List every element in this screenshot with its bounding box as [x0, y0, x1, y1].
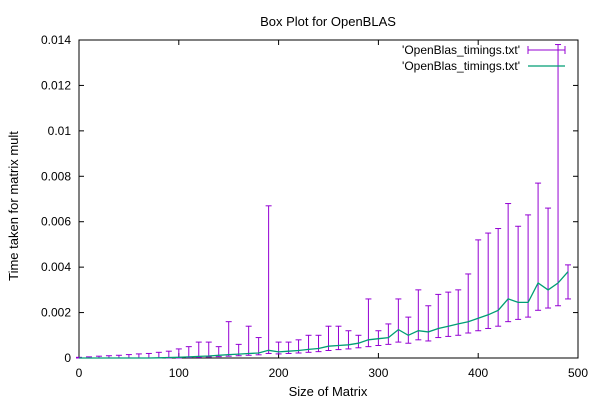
chart-title: Box Plot for OpenBLAS	[260, 14, 396, 29]
errorbar	[365, 298, 372, 348]
errorbar	[185, 346, 192, 359]
errorbar	[345, 330, 352, 350]
x-tick-label: 300	[368, 366, 388, 380]
errorbar	[225, 321, 232, 357]
errorbar	[525, 214, 532, 318]
y-tick-label: 0.006	[41, 215, 71, 229]
y-tick-label: 0.002	[41, 306, 71, 320]
x-tick-label: 100	[169, 366, 189, 380]
errorbar	[505, 203, 512, 323]
errorbar	[455, 289, 462, 336]
errorbar	[445, 291, 452, 337]
x-tick-label: 200	[269, 366, 289, 380]
ticks: 0 100 200 300 400 500 0 0.002 0.004 0.006 0.008 0.0…	[41, 33, 588, 380]
errorbar	[475, 239, 482, 332]
errorbar	[405, 316, 412, 344]
errorbar	[415, 289, 422, 341]
y-tick-label: 0.008	[41, 169, 71, 183]
y-tick-label: 0.004	[41, 260, 71, 274]
errorbar	[205, 341, 212, 358]
legend: 'OpenBlas_timings.txt' 'OpenBlas_timings…	[402, 43, 566, 73]
errorbar	[385, 323, 392, 345]
x-tick-label: 400	[468, 366, 488, 380]
errorbar	[565, 264, 572, 300]
legend-label-errorbars: 'OpenBlas_timings.txt'	[402, 43, 520, 57]
errorbar	[555, 44, 562, 307]
plot-frame	[78, 39, 579, 359]
errorbar	[545, 207, 552, 309]
errorbar	[245, 325, 252, 356]
errorbar	[255, 337, 262, 356]
x-tick-label: 500	[568, 366, 588, 380]
errorbar	[435, 293, 442, 339]
errorbar	[355, 334, 362, 349]
y-axis-title: Time taken for matrix mult	[6, 131, 21, 281]
line-series	[79, 271, 569, 359]
errorbar	[535, 182, 542, 311]
errorbar	[515, 225, 522, 320]
y-tick-label: 0.014	[41, 33, 71, 47]
y-tick-label: 0.012	[41, 78, 71, 92]
legend-label-line: 'OpenBlas_timings.txt'	[402, 59, 520, 73]
errorbar	[265, 205, 272, 354]
errorbar	[485, 232, 492, 329]
y-tick-label: 0	[64, 351, 71, 365]
errorbar	[425, 305, 432, 342]
axes	[78, 39, 579, 359]
errorbar	[465, 273, 472, 334]
series-line	[79, 271, 569, 359]
y-tick-label: 0.01	[48, 124, 72, 138]
errorbar	[395, 298, 402, 343]
x-axis-title: Size of Matrix	[289, 384, 368, 399]
errorbar	[195, 341, 202, 358]
x-tick-label: 0	[76, 366, 83, 380]
errorbar	[175, 348, 182, 359]
